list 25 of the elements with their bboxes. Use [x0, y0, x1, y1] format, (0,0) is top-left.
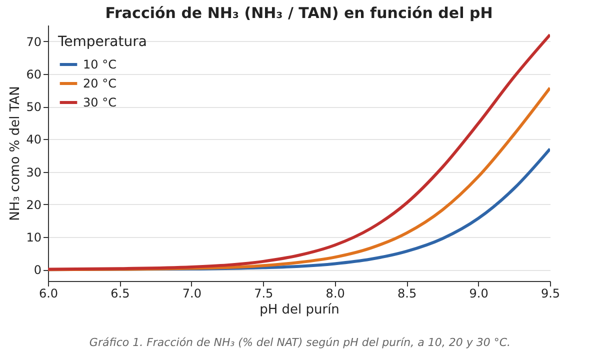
y-tick-label: 70 — [26, 34, 42, 49]
x-tick-label: 6.0 — [38, 286, 58, 300]
y-axis-title: NH₃ como % del TAN — [8, 86, 24, 221]
x-tick-label: 8.0 — [326, 286, 345, 300]
x-tick-label: 8.5 — [398, 286, 417, 300]
x-tick-label: 6.5 — [110, 286, 130, 300]
y-tick-label: 50 — [26, 100, 42, 114]
chart-title: Fracción de NH₃ (NH₃ / TAN) en función del pH — [105, 4, 493, 22]
legend-label: 10 °C — [83, 58, 116, 72]
line-series — [48, 33, 550, 271]
legend-label: 30 °C — [83, 96, 116, 110]
x-tick-label: 9.5 — [540, 286, 560, 300]
y-tick-label: 40 — [26, 132, 42, 147]
y-tick-label: 60 — [26, 67, 42, 82]
y-tick-label: 0 — [34, 263, 42, 278]
y-tick-label: 30 — [26, 165, 42, 180]
x-tick-label: 7.0 — [182, 286, 202, 300]
y-tick-label: 10 — [26, 230, 42, 244]
legend-title: Temperatura — [57, 34, 147, 50]
x-axis-title: pH del purín — [260, 302, 340, 318]
legend-label: 20 °C — [83, 76, 116, 90]
x-tick-label: 9.0 — [469, 286, 488, 300]
y-tick-label: 20 — [26, 198, 42, 212]
text: Gráfico 1. Fracción de NH₃ (% del NAT) según pH del purín, a 10, 20 y 30 °C. — [88, 336, 512, 349]
x-tick-label: 7.5 — [254, 286, 274, 300]
